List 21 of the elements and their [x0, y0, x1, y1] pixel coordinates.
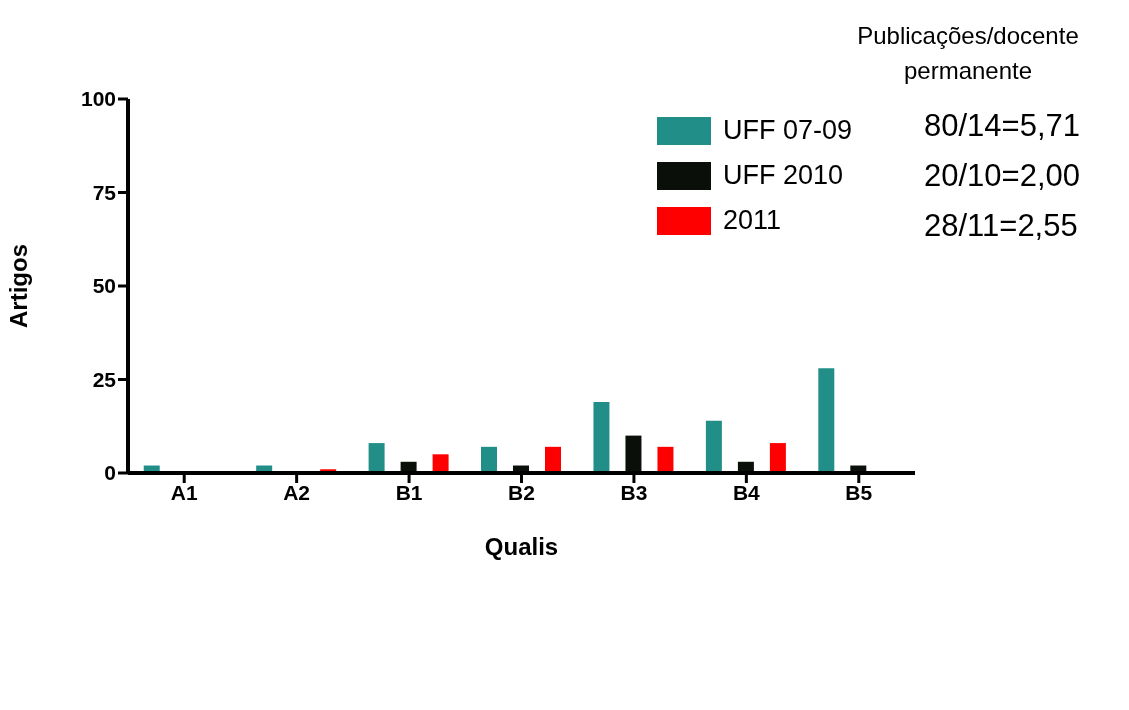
text: 80/14=5,71: [924, 108, 1081, 144]
x-tick-label: B4: [732, 480, 761, 504]
text: 28/11=2,55: [924, 208, 1078, 244]
y-axis-title: Artigos: [4, 244, 32, 328]
x-tick-label: B3: [620, 480, 648, 504]
x-axis-title: Qualis: [484, 533, 559, 560]
text: 20/10=2,00: [924, 158, 1081, 194]
y-tick-label: 50: [92, 274, 116, 298]
legend-label: UFF 2010: [723, 160, 844, 191]
x-tick-label: B2: [508, 480, 535, 504]
y-tick-label: 25: [92, 367, 117, 391]
y-tick-label: 75: [92, 180, 117, 204]
y-tick-label: 100: [80, 87, 116, 111]
text: Publicações/docente permanente: [856, 21, 1080, 86]
x-tick-label: A2: [283, 480, 311, 504]
legend-label: 2011: [723, 205, 782, 236]
y-tick-label: 0: [104, 461, 116, 485]
x-tick-label: A1: [170, 480, 198, 504]
x-tick-label: B1: [395, 480, 423, 504]
legend-label: UFF 07-09: [723, 115, 853, 146]
x-tick-label: B5: [845, 480, 873, 504]
